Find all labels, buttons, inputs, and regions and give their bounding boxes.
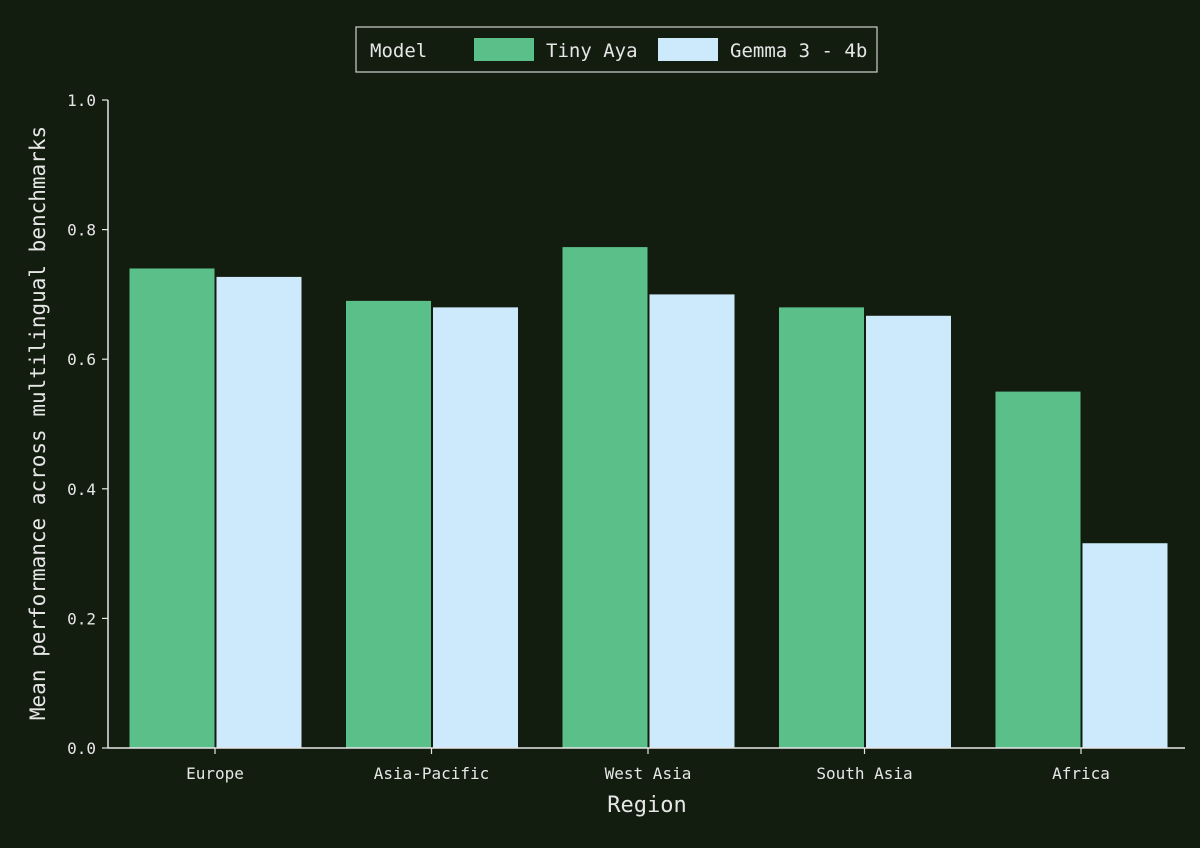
legend-swatch-gemma — [658, 38, 718, 61]
x-tick-label: West Asia — [605, 764, 692, 783]
legend-title: Model — [370, 40, 427, 62]
x-tick-label: Africa — [1052, 764, 1110, 783]
bar-gemma-west-asia — [649, 294, 735, 748]
y-axis-title: Mean performance across multilingual ben… — [26, 126, 50, 720]
bar-tiny-aya-south-asia — [779, 307, 864, 748]
bar-gemma-asia-pacific — [433, 307, 518, 748]
x-tick-label: South Asia — [816, 764, 912, 783]
bar-tiny-aya-europe — [129, 268, 215, 748]
legend-swatch-tiny-aya — [474, 38, 534, 61]
legend: Model Tiny Aya Gemma 3 - 4b — [355, 26, 878, 73]
bar-tiny-aya-west-asia — [562, 247, 648, 748]
y-tick-label: 0.0 — [67, 739, 96, 758]
legend-label-tiny-aya: Tiny Aya — [546, 40, 638, 62]
y-tick-label: 0.2 — [67, 609, 96, 628]
y-tick-label: 1.0 — [67, 91, 96, 110]
x-axis-ticks: Europe Asia-Pacific West Asia South Asia Afr… — [186, 748, 1110, 783]
bar-gemma-africa — [1082, 543, 1168, 748]
x-tick-label: Asia-Pacific — [374, 764, 490, 783]
x-axis-title: Region — [607, 793, 686, 818]
y-tick-label: 0.4 — [67, 480, 96, 499]
y-tick-label: 0.8 — [67, 221, 96, 240]
bar-gemma-south-asia — [866, 315, 951, 748]
legend-box — [355, 26, 878, 73]
legend-label-gemma: Gemma 3 - 4b — [730, 40, 867, 62]
x-tick-label: Europe — [186, 764, 244, 783]
bars — [129, 247, 1168, 748]
bar-tiny-aya-africa — [995, 391, 1081, 748]
bar-gemma-europe — [216, 276, 302, 748]
y-tick-label: 0.6 — [67, 350, 96, 369]
bar-tiny-aya-asia-pacific — [346, 300, 431, 748]
y-axis-ticks: 0.0 0.2 0.4 0.6 0.8 1.0 — [67, 91, 108, 758]
